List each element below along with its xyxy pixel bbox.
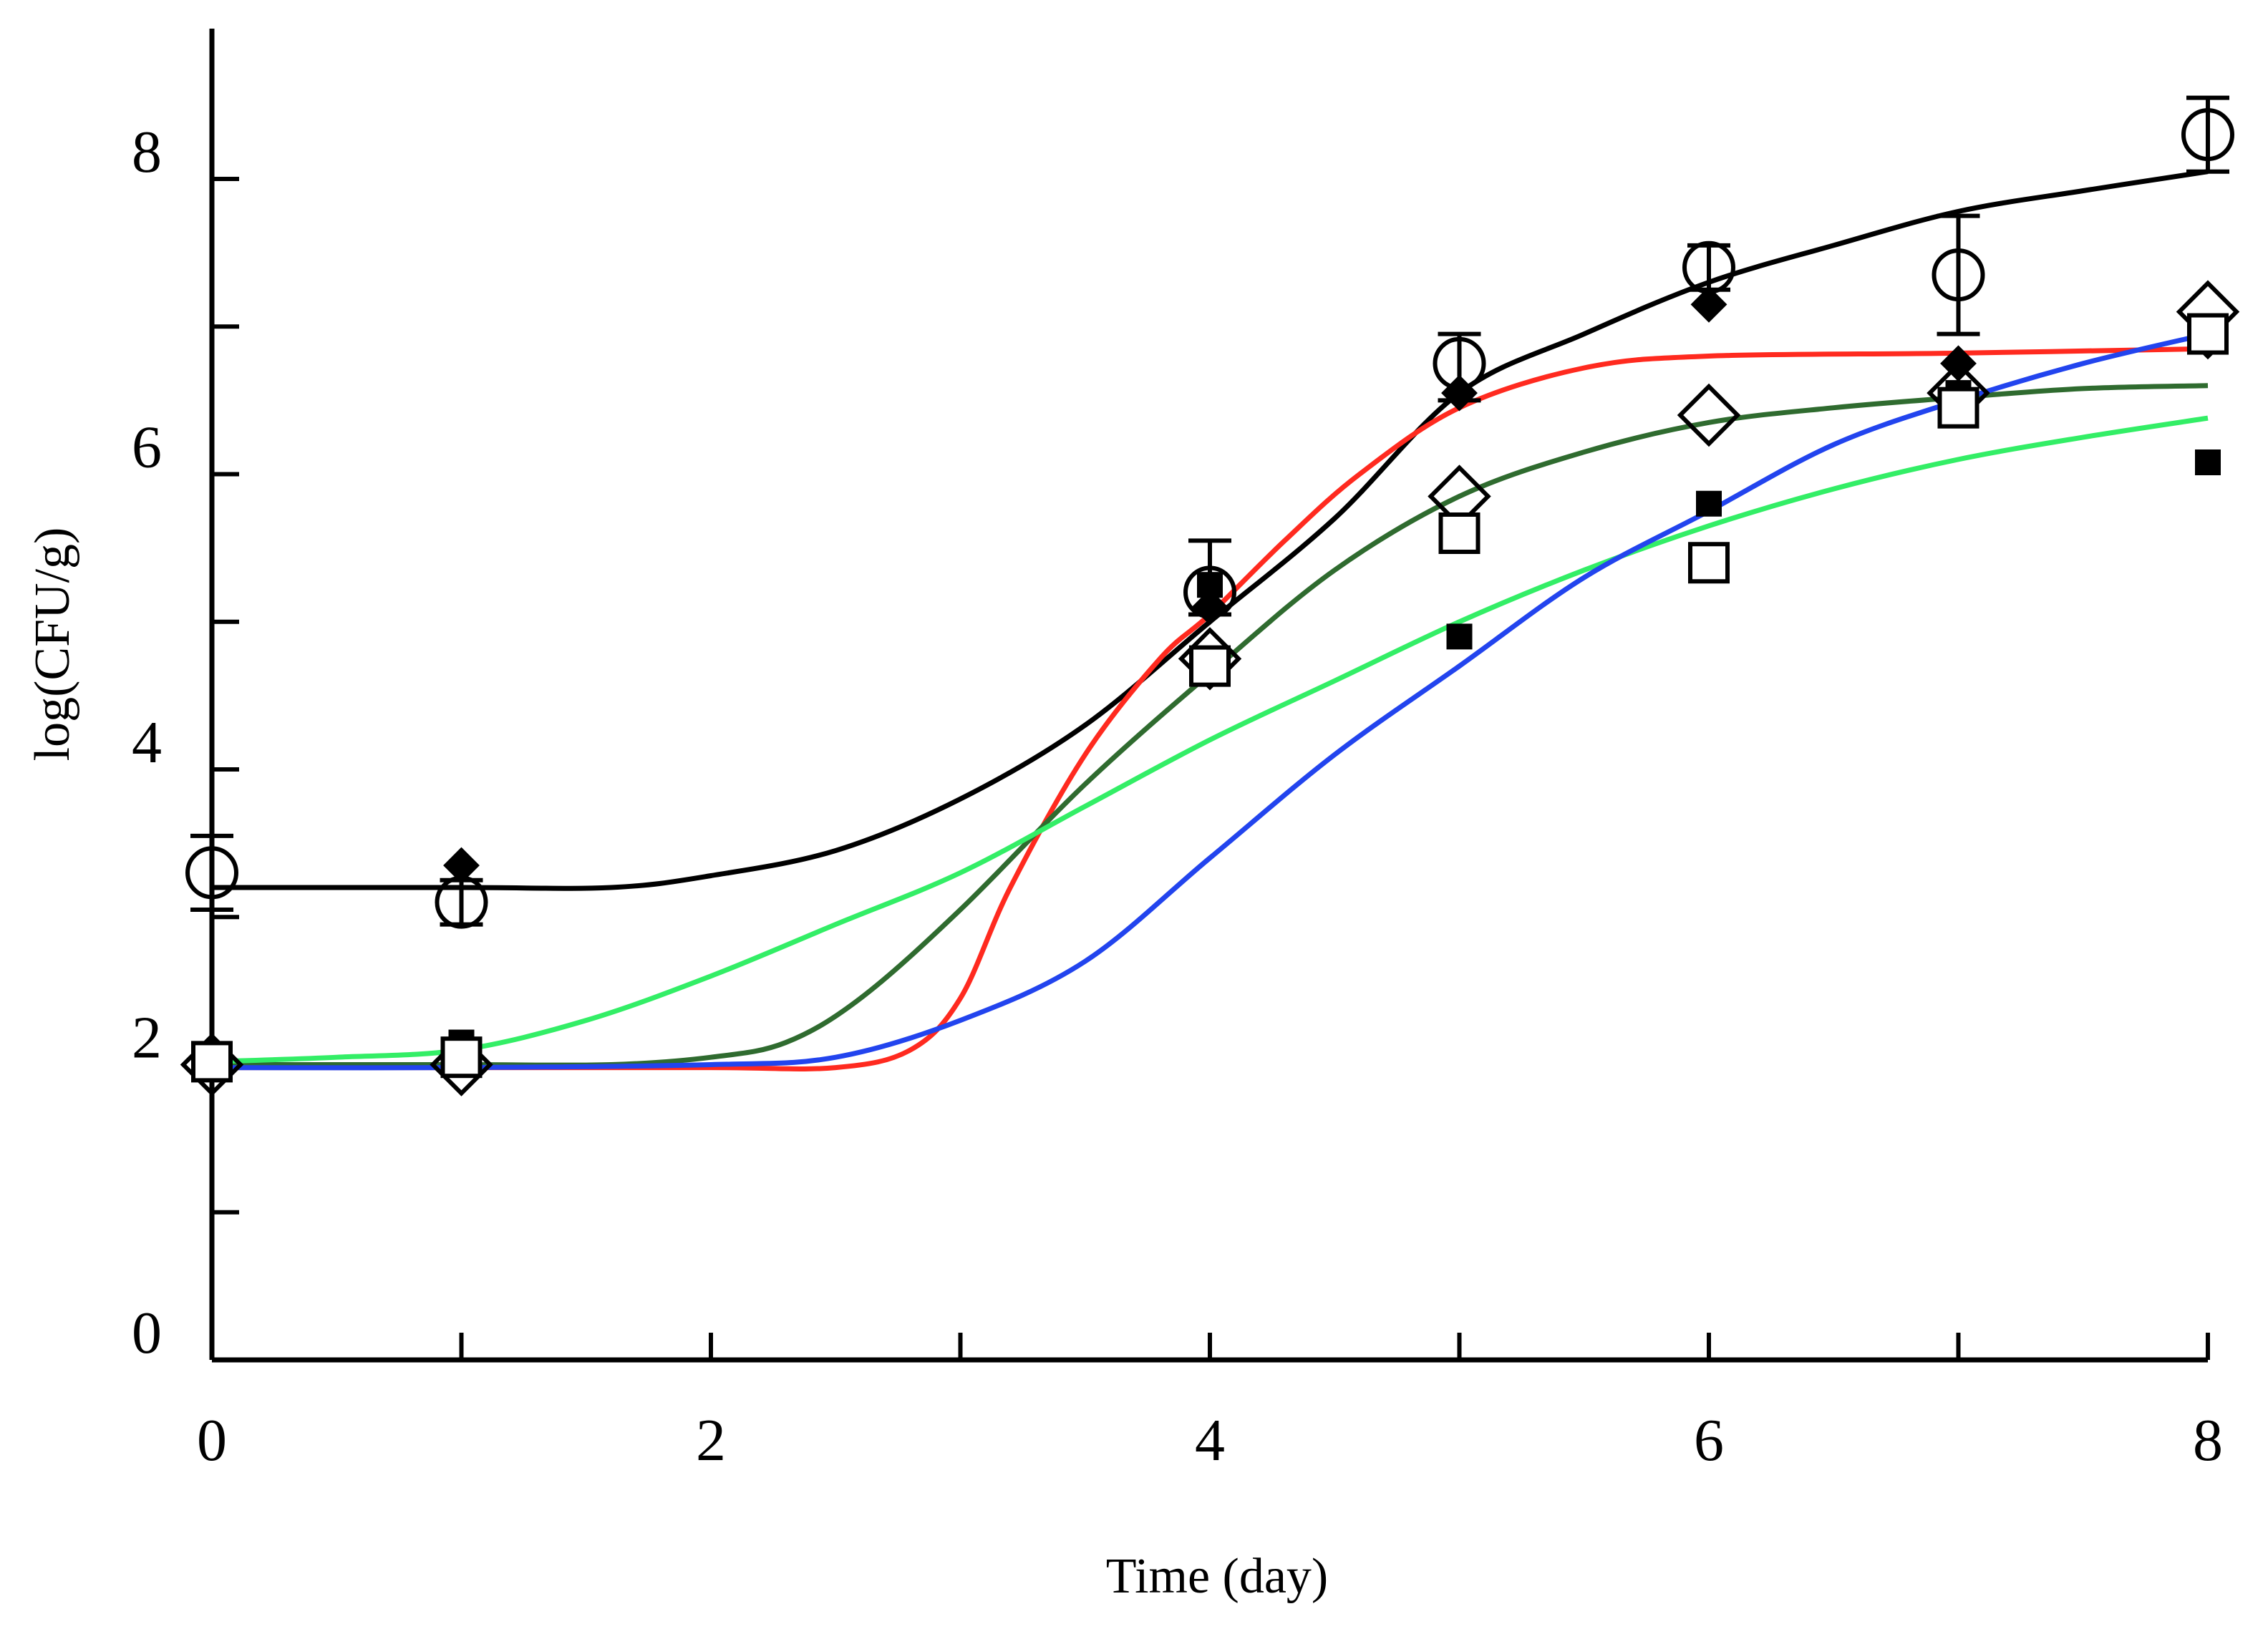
y-tick-label: 2 <box>132 1005 162 1071</box>
y-tick-label: 6 <box>132 414 162 481</box>
fit-curves <box>211 169 2209 1071</box>
x-tick-label: 2 <box>696 1407 726 1474</box>
filled-square-marker <box>2195 449 2221 475</box>
filled-square-marker <box>1197 572 1223 598</box>
filled-square-marker <box>1696 490 1722 517</box>
open-circle-marker <box>185 846 238 900</box>
fit-curve-light-green-fit <box>211 415 2209 1064</box>
open-square-marker <box>1189 645 1231 687</box>
x-tick-label: 0 <box>197 1407 227 1474</box>
x-tick-label: 8 <box>2193 1407 2223 1474</box>
open-circle-marker <box>1183 565 1236 619</box>
open-square-marker <box>440 1036 483 1079</box>
open-circle-marker <box>435 875 488 929</box>
open-square-marker <box>1438 512 1480 554</box>
y-tick-label: 8 <box>132 119 162 185</box>
x-tick-label: 6 <box>1694 1407 1724 1474</box>
open-square-marker <box>1937 386 1979 429</box>
open-square-marker <box>2187 313 2229 355</box>
fit-curve-red-fit <box>212 346 2209 1071</box>
open-circle-marker <box>1682 240 1735 294</box>
filled-diamond-marker <box>1690 286 1727 323</box>
filled-diamond-marker <box>443 847 480 884</box>
open-circle-marker <box>1433 336 1486 390</box>
filled-square-marker <box>1446 623 1473 650</box>
y-axis-title: log(CFU/g) <box>25 527 80 762</box>
fit-curve-blue-fit <box>211 331 2209 1071</box>
x-tick-label: 4 <box>1195 1407 1225 1474</box>
tick-labels: 0 2 4 6 8 0 2 4 6 8 <box>132 119 2223 1474</box>
open-diamond-marker <box>1677 383 1741 447</box>
fit-curve-black-fit <box>212 169 2209 891</box>
open-circle-marker <box>2181 108 2234 162</box>
x-axis-title: Time (day) <box>1106 1549 1328 1604</box>
open-square-marker <box>191 1041 233 1083</box>
axes <box>209 29 2208 1363</box>
fit-curve-dark-green-fit <box>212 383 2209 1068</box>
open-square-marker <box>1688 542 1730 584</box>
y-tick-label: 4 <box>132 709 162 776</box>
y-tick-label: 0 <box>132 1300 162 1366</box>
data-markers <box>180 108 2240 1096</box>
open-circle-marker <box>1932 248 1985 302</box>
